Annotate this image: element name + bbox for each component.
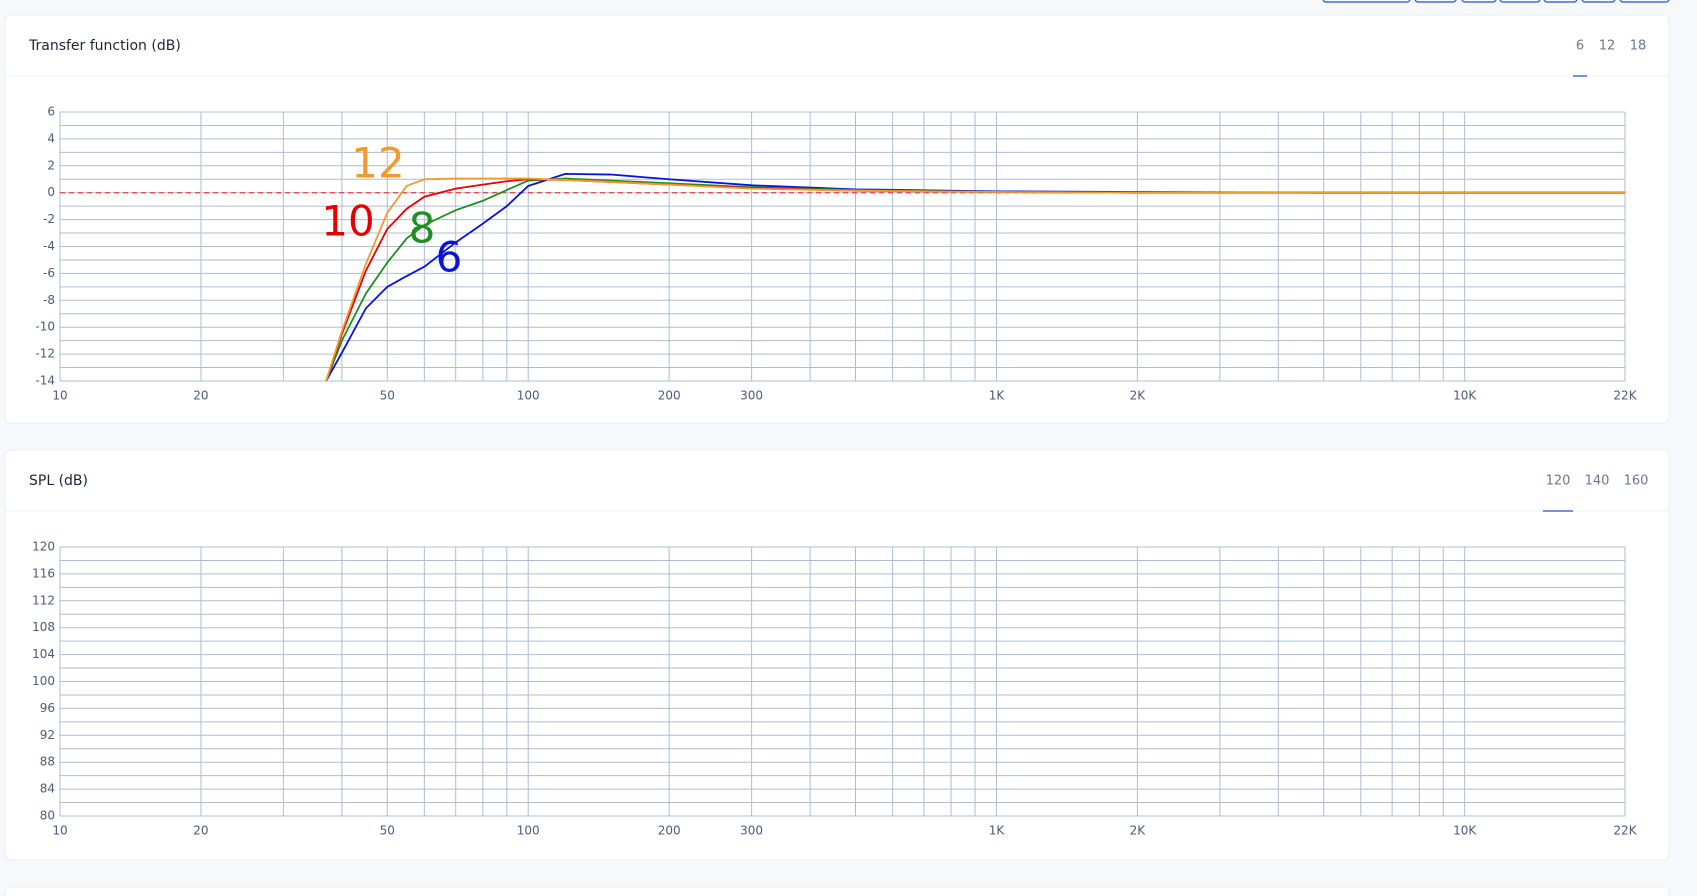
y-tick-label: -12 — [35, 347, 55, 361]
button[interactable] — [1414, 0, 1457, 3]
tab[interactable]: 140 — [1585, 474, 1610, 489]
series-label: 8 — [409, 204, 436, 253]
y-tick-label: 80 — [40, 809, 55, 823]
y-tick-label: 116 — [32, 566, 55, 580]
panel-title: SPL (dB) — [29, 473, 88, 489]
y-tick-label: 6 — [47, 105, 55, 119]
x-tick-label: 10K — [1453, 389, 1477, 403]
y-tick-label: 84 — [40, 782, 55, 796]
y-tick-label: 120 — [32, 540, 55, 554]
x-tick-label: 22K — [1613, 824, 1637, 838]
x-tick-label: 50 — [380, 389, 395, 403]
series-label: 12 — [351, 139, 404, 188]
x-tick-label: 1K — [989, 389, 1006, 403]
y-tick-label: 2 — [47, 158, 55, 172]
button[interactable] — [1461, 0, 1497, 3]
y-tick-label: 112 — [32, 593, 55, 607]
x-tick-label: 200 — [658, 824, 681, 838]
tab[interactable]: 6 — [1576, 39, 1584, 54]
y-tick-label: 4 — [47, 131, 55, 145]
y-tick-label: -6 — [43, 266, 55, 280]
y-tick-label: -8 — [43, 293, 55, 307]
x-tick-label: 50 — [380, 824, 395, 838]
button[interactable] — [1619, 0, 1670, 3]
x-tick-label: 22K — [1613, 389, 1637, 403]
y-tick-label: -14 — [35, 374, 55, 388]
panel — [4, 14, 1670, 424]
x-tick-label: 1K — [989, 824, 1006, 838]
y-tick-label: 92 — [40, 728, 55, 742]
tab[interactable]: 18 — [1630, 39, 1647, 54]
y-tick-label: 88 — [40, 755, 55, 769]
button[interactable] — [1322, 0, 1411, 3]
button[interactable] — [1581, 0, 1616, 3]
y-tick-label: 108 — [32, 620, 55, 634]
x-tick-label: 300 — [740, 389, 763, 403]
series-label: 10 — [321, 197, 374, 246]
x-tick-label: 100 — [517, 389, 540, 403]
x-tick-label: 300 — [740, 824, 763, 838]
panel — [4, 886, 1670, 896]
tab[interactable]: 120 — [1546, 474, 1571, 489]
y-tick-label: -4 — [43, 239, 55, 253]
series-line — [325, 177, 1625, 382]
x-tick-label: 10 — [52, 824, 67, 838]
x-tick-label: 2K — [1130, 389, 1147, 403]
tab[interactable]: 160 — [1624, 474, 1649, 489]
x-tick-label: 10K — [1453, 824, 1477, 838]
y-tick-label: 104 — [32, 647, 55, 661]
tab[interactable]: 12 — [1599, 39, 1616, 54]
series-label: 6 — [436, 233, 463, 282]
button[interactable] — [1543, 0, 1578, 3]
y-tick-label: 96 — [40, 701, 55, 715]
x-tick-label: 200 — [658, 389, 681, 403]
y-tick-label: -10 — [35, 320, 55, 334]
panel-title: Transfer function (dB) — [28, 38, 181, 54]
x-tick-label: 10 — [52, 389, 67, 403]
toolbar-buttons — [1322, 0, 1670, 3]
x-tick-label: 20 — [193, 389, 208, 403]
x-tick-label: 100 — [517, 824, 540, 838]
button[interactable] — [1499, 0, 1541, 3]
y-tick-label: 0 — [47, 185, 55, 199]
x-tick-label: 20 — [193, 824, 208, 838]
y-tick-label: -2 — [43, 212, 55, 226]
x-tick-label: 2K — [1130, 824, 1147, 838]
y-tick-label: 100 — [32, 674, 55, 688]
